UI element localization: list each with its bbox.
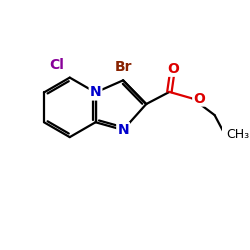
Text: CH₃: CH₃ [227,128,250,141]
Text: O: O [193,92,205,106]
Text: Cl: Cl [49,58,64,72]
Text: Br: Br [114,60,132,74]
Text: N: N [117,123,129,137]
Text: N: N [90,86,101,100]
Text: O: O [167,62,179,76]
